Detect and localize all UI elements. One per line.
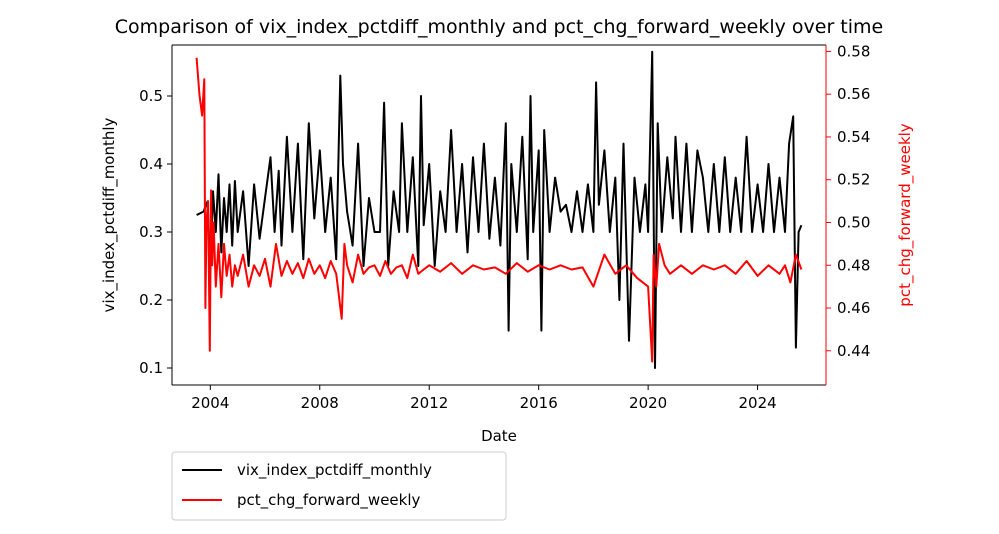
chart-title: Comparison of vix_index_pctdiff_monthly …: [115, 16, 883, 38]
legend-box: [171, 451, 507, 521]
x-tick-label: 2008: [301, 394, 339, 412]
x-axis-label: Date: [481, 427, 517, 445]
plot-area: [172, 45, 826, 385]
x-tick-label: 2016: [520, 394, 558, 412]
series-line-pct: [195, 57, 803, 363]
x-tick-label: 2020: [629, 394, 667, 412]
right-tick-label: 0.54: [837, 128, 870, 146]
right-tick-label: 0.50: [837, 213, 870, 231]
right-tick-label: 0.56: [837, 85, 870, 103]
right-axis-label: pct_chg_forward_weekly: [896, 123, 915, 307]
axes-layer: 2004 2008 2012 2016 2020 20240.10.20.30.40.50…: [139, 42, 870, 412]
series-line-vix: [196, 50, 803, 369]
left-tick-label: 0.2: [139, 291, 163, 309]
right-tick-label: 0.44: [837, 342, 870, 360]
right-tick-label: 0.48: [837, 256, 870, 274]
right-tick-label: 0.58: [837, 42, 870, 60]
legend-label-vix: vix_index_pctdiff_monthly: [237, 461, 432, 480]
left-tick-label: 0.5: [139, 87, 163, 105]
legend: vix_index_pctdiff_monthly pct_chg_forwar…: [171, 451, 507, 521]
right-tick-label: 0.52: [837, 171, 870, 189]
x-tick-label: 2012: [410, 394, 448, 412]
left-tick-label: 0.1: [139, 359, 163, 377]
legend-label-pct: pct_chg_forward_weekly: [237, 491, 421, 510]
series-layer: [195, 50, 803, 369]
left-tick-label: 0.3: [139, 223, 163, 241]
right-tick-label: 0.46: [837, 299, 870, 317]
x-tick-label: 2024: [738, 394, 776, 412]
left-tick-label: 0.4: [139, 155, 163, 173]
x-tick-label: 2004: [191, 394, 229, 412]
left-axis-label: vix_index_pctdiff_monthly: [100, 117, 119, 312]
